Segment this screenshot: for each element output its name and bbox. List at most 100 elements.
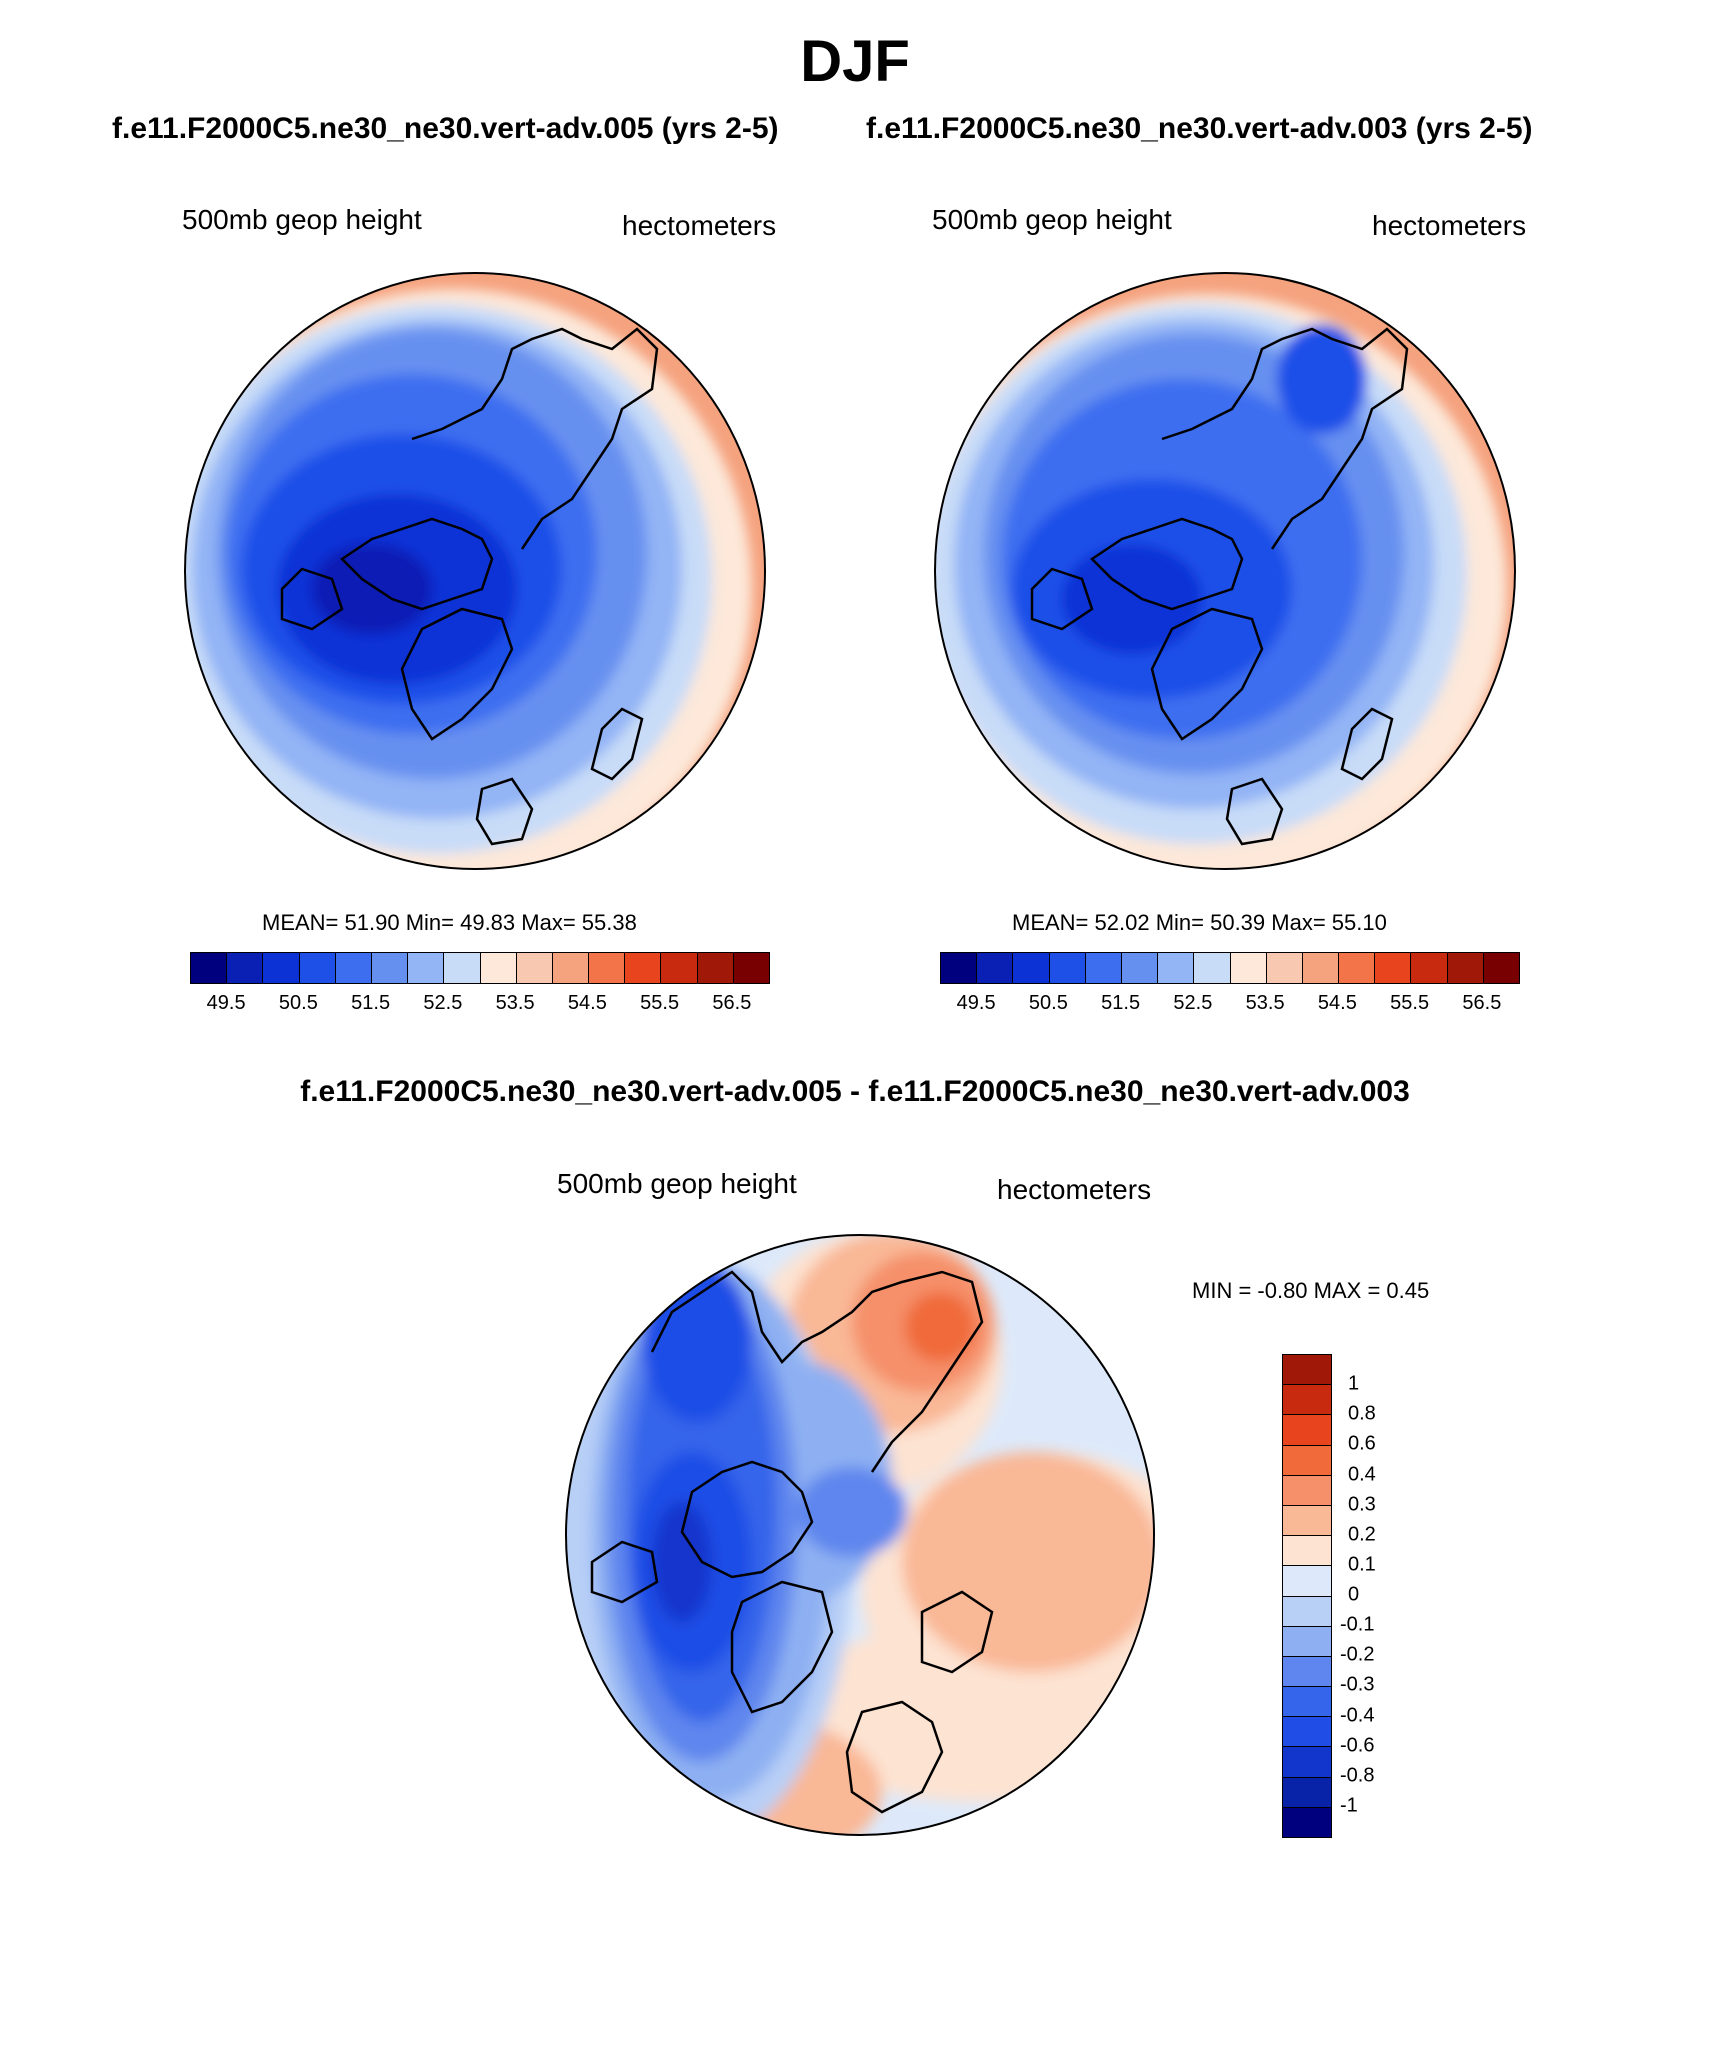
panel1-polar-map — [184, 272, 766, 870]
colorbar-swatch — [1194, 953, 1231, 983]
colorbar-tick-label: 53.5 — [495, 992, 535, 1014]
colorbar-tick-label: 56.5 — [1462, 992, 1502, 1014]
colorbar-swatch — [552, 953, 590, 983]
subtitle-right: f.e11.F2000C5.ne30_ne30.vert-adv.003 (yr… — [866, 112, 1533, 145]
colorbar-swatch — [1375, 953, 1412, 983]
colorbar-swatch — [335, 953, 372, 983]
colorbar-tick-label: 0.1 — [1348, 1553, 1376, 1576]
colorbar-tick-label: 49.5 — [206, 992, 246, 1014]
colorbar-tick-label: 55.5 — [1390, 992, 1430, 1014]
colorbar-tick-label: -1 — [1340, 1794, 1358, 1817]
colorbar-swatch — [977, 953, 1014, 983]
colorbar-swatch — [444, 953, 481, 983]
colorbar-tick-label: 53.5 — [1245, 992, 1285, 1014]
colorbar-tick-label: 0.8 — [1348, 1402, 1376, 1425]
figure-title: DJF — [800, 29, 910, 94]
colorbar-swatch — [263, 953, 300, 983]
colorbar-tick-label: 50.5 — [1028, 992, 1068, 1014]
diff-colorbar — [1282, 1354, 1332, 1838]
colorbar-tick-label: 56.5 — [712, 992, 752, 1014]
panel1-variable-label: 500mb geop height — [182, 204, 422, 235]
colorbar-tick-label: -0.2 — [1340, 1643, 1375, 1666]
colorbar-tick-label: 50.5 — [278, 992, 318, 1014]
panel2-colorbar-ticks: 49.5 50.5 51.5 52.5 53.5 54.5 55.5 56.5 — [940, 992, 1518, 1016]
panel1-colorbar — [190, 952, 770, 984]
colorbar-tick-label: 49.5 — [956, 992, 996, 1014]
colorbar-swatch — [941, 953, 978, 983]
colorbar-swatch — [1283, 1596, 1331, 1627]
colorbar-swatch — [1085, 953, 1122, 983]
panel2-variable-label: 500mb geop height — [932, 204, 1172, 235]
colorbar-tick-label: -0.3 — [1340, 1673, 1375, 1696]
colorbar-swatch — [733, 953, 769, 983]
colorbar-tick-label: -0.8 — [1340, 1764, 1375, 1787]
colorbar-swatch — [1447, 953, 1484, 983]
colorbar-swatch — [589, 953, 626, 983]
colorbar-tick-label: 52.5 — [423, 992, 463, 1014]
colorbar-swatch — [1121, 953, 1159, 983]
colorbar-swatch — [1283, 1807, 1331, 1837]
colorbar-swatch — [191, 953, 228, 983]
panel1-colorbar-ticks: 49.5 50.5 51.5 52.5 53.5 54.5 55.5 56.5 — [190, 992, 768, 1016]
colorbar-tick-label: 52.5 — [1173, 992, 1213, 1014]
colorbar-swatch — [1013, 953, 1050, 983]
colorbar-swatch — [1266, 953, 1303, 983]
colorbar-tick-label: 0.2 — [1348, 1523, 1376, 1546]
panel1-stats: MEAN= 51.90 Min= 49.83 Max= 55.38 — [262, 910, 637, 935]
diff-colorbar-ticks: 1 0.8 0.6 0.4 0.3 0.2 0.1 0 -0.1 -0.2 -0.3 -0.4 -0.6… — [1340, 1354, 1420, 1836]
diff-variable-label: 500mb geop height — [557, 1168, 797, 1199]
colorbar-tick-label: 0.6 — [1348, 1432, 1376, 1455]
colorbar-swatch — [1283, 1687, 1331, 1718]
colorbar-swatch — [1283, 1656, 1331, 1688]
colorbar-swatch — [1483, 953, 1519, 983]
panel2-colorbar — [940, 952, 1520, 984]
difference-title: f.e11.F2000C5.ne30_ne30.vert-adv.005 - f… — [300, 1075, 1410, 1108]
colorbar-tick-label: 0.3 — [1348, 1493, 1376, 1516]
colorbar-swatch — [697, 953, 734, 983]
subtitle-left: f.e11.F2000C5.ne30_ne30.vert-adv.005 (yr… — [112, 112, 779, 145]
colorbar-tick-label: 51.5 — [351, 992, 391, 1014]
colorbar-tick-label: 55.5 — [640, 992, 680, 1014]
colorbar-swatch — [1158, 953, 1195, 983]
colorbar-swatch — [1283, 1566, 1331, 1597]
colorbar-swatch — [1283, 1747, 1331, 1778]
colorbar-swatch — [1283, 1415, 1331, 1446]
colorbar-tick-label: 54.5 — [567, 992, 607, 1014]
colorbar-swatch — [299, 953, 336, 983]
colorbar-tick-label: 54.5 — [1317, 992, 1357, 1014]
colorbar-swatch — [1230, 953, 1267, 983]
colorbar-swatch — [1283, 1355, 1331, 1386]
panel2-stats: MEAN= 52.02 Min= 50.39 Max= 55.10 — [1012, 910, 1387, 935]
panel2-units-label: hectometers — [1372, 210, 1527, 241]
colorbar-swatch — [1283, 1445, 1331, 1476]
colorbar-swatch — [1283, 1777, 1331, 1808]
colorbar-swatch — [1302, 953, 1340, 983]
colorbar-tick-label: 51.5 — [1101, 992, 1141, 1014]
colorbar-tick-label: -0.1 — [1340, 1613, 1375, 1636]
colorbar-swatch — [1283, 1385, 1331, 1416]
colorbar-swatch — [1049, 953, 1086, 983]
colorbar-swatch — [480, 953, 517, 983]
colorbar-tick-label: -0.4 — [1340, 1704, 1375, 1726]
panel1-units-label: hectometers — [622, 210, 777, 241]
colorbar-tick-label: 1 — [1348, 1372, 1360, 1395]
colorbar-tick-label: 0 — [1348, 1583, 1360, 1606]
colorbar-swatch — [516, 953, 553, 983]
colorbar-tick-label: 0.4 — [1348, 1463, 1376, 1485]
colorbar-swatch — [1283, 1505, 1331, 1537]
panel2-polar-map — [934, 272, 1516, 870]
colorbar-swatch — [1411, 953, 1448, 983]
colorbar-tick-label: -0.6 — [1340, 1734, 1375, 1757]
colorbar-swatch — [408, 953, 445, 983]
colorbar-swatch — [227, 953, 264, 983]
colorbar-swatch — [1283, 1475, 1331, 1506]
colorbar-swatch — [1283, 1717, 1331, 1748]
diff-polar-map — [565, 1234, 1155, 1836]
colorbar-swatch — [1283, 1626, 1331, 1657]
colorbar-swatch — [371, 953, 409, 983]
colorbar-swatch — [1283, 1536, 1331, 1567]
diff-stats: MIN = -0.80 MAX = 0.45 — [1192, 1278, 1430, 1303]
colorbar-swatch — [1339, 953, 1376, 983]
colorbar-swatch — [661, 953, 698, 983]
diff-units-label: hectometers — [997, 1174, 1152, 1205]
